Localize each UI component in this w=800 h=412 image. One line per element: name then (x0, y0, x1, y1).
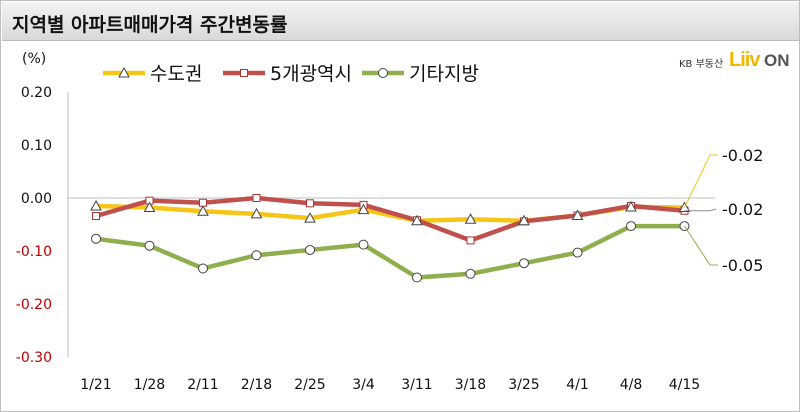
y-tick-label: 0.10 (21, 138, 52, 154)
data-point-2-4 (305, 244, 315, 255)
x-tick-label: 4/8 (620, 377, 643, 393)
data-point-0-3 (250, 207, 263, 219)
logo-on-text: ON (764, 51, 790, 70)
x-tick-label: 2/11 (187, 377, 218, 393)
data-point-1-0 (92, 212, 100, 221)
legend-label-0: 수도권 (150, 63, 202, 85)
data-point-2-9 (572, 247, 583, 258)
legend-marker-1 (240, 69, 248, 77)
x-tick-label: 3/4 (352, 377, 375, 393)
data-point-0-2 (197, 205, 209, 216)
data-point-2-10 (626, 221, 636, 232)
y-tick-label: 0.20 (21, 85, 52, 101)
x-tick-label: 1/28 (134, 377, 165, 393)
data-point-1-4 (306, 199, 314, 208)
x-tick-label: 2/18 (241, 377, 272, 393)
data-point-2-3 (251, 250, 262, 261)
data-point-0-9 (571, 209, 584, 220)
chart-title: 지역별 아파트매매가격 주간변동률 (12, 14, 288, 36)
logo-kb-text: KB 부동산 (679, 59, 724, 70)
x-tick-label: 2/25 (294, 377, 325, 393)
data-point-2-8 (519, 258, 529, 269)
data-point-0-10 (625, 200, 637, 212)
series-line-1 (93, 195, 687, 243)
series-line-2 (93, 223, 687, 280)
callout-leader-2 (684, 225, 718, 266)
unit-label: (%) (22, 51, 46, 67)
data-point-0-8 (518, 214, 530, 226)
callout-label-2: -0.05 (722, 256, 763, 275)
callout-label-0: -0.02 (722, 146, 763, 165)
title-bar: 지역별 아파트매매가격 주간변동률 (2, 2, 799, 41)
y-tick-label: -0.20 (16, 297, 52, 313)
y-tick-label: 0.00 (21, 191, 52, 207)
callout-leader-0 (684, 154, 718, 208)
legend-label-2: 기타지방 (409, 63, 479, 85)
data-point-2-1 (144, 240, 155, 251)
legend-label-1: 5개광역시 (270, 63, 352, 85)
x-tick-label: 1/21 (80, 377, 111, 393)
legend-marker-2 (378, 68, 388, 78)
x-tick-label: 3/11 (401, 377, 432, 393)
callout-label-1: -0.02 (722, 200, 763, 219)
x-tick-label: 3/25 (508, 377, 539, 393)
legend-marker-0 (118, 66, 130, 78)
data-point-2-7 (465, 268, 476, 279)
callout-leader-1 (684, 208, 717, 212)
data-point-1-7 (466, 236, 475, 245)
data-point-2-6 (412, 272, 422, 283)
data-point-0-6 (411, 214, 423, 226)
data-point-0-7 (464, 213, 477, 224)
x-tick-label: 4/15 (669, 377, 700, 393)
x-tick-label: 3/18 (455, 377, 486, 393)
logo-liiv-text: Liiv (729, 49, 760, 71)
x-tick-label: 4/1 (566, 377, 589, 393)
y-tick-label: -0.30 (16, 350, 52, 366)
data-point-0-4 (304, 212, 316, 223)
data-point-2-0 (91, 233, 101, 244)
data-point-0-5 (357, 203, 370, 215)
data-point-2-2 (198, 263, 208, 274)
data-point-1-3 (252, 194, 261, 202)
data-point-2-5 (358, 239, 369, 250)
data-point-0-0 (90, 199, 102, 211)
data-point-0-1 (143, 201, 156, 213)
data-point-1-2 (199, 198, 207, 207)
y-tick-label: -0.10 (16, 244, 52, 260)
